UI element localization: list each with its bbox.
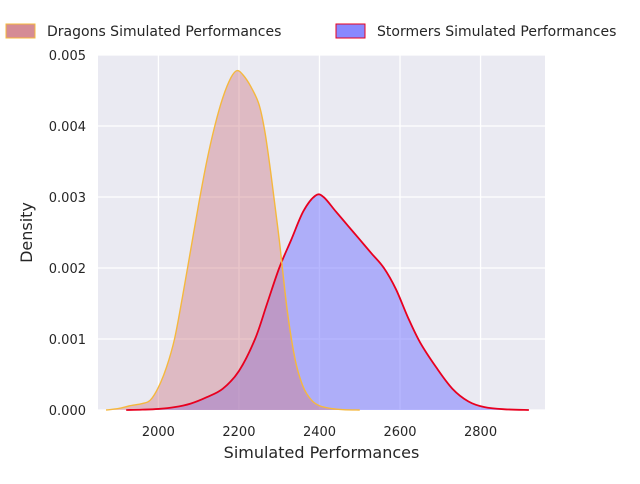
legend-swatch-stormers <box>335 23 366 39</box>
legend-label-dragons: Dragons Simulated Performances <box>47 24 281 40</box>
x-tick-label: 2600 <box>383 425 416 440</box>
y-tick-label: 0.005 <box>49 49 86 64</box>
y-tick-label: 0.003 <box>49 191 86 206</box>
x-tick-label: 2800 <box>464 425 497 440</box>
x-tick-label: 2400 <box>303 425 336 440</box>
legend: Dragons Simulated Performances Stormers … <box>5 23 616 40</box>
x-tick-label: 2000 <box>142 425 175 440</box>
y-tick-label: 0.000 <box>49 404 86 419</box>
y-axis-label: Density <box>17 202 36 263</box>
series-layer <box>105 69 529 411</box>
y-tick-label: 0.002 <box>49 262 86 277</box>
y-tick-label: 0.004 <box>49 120 86 135</box>
axis-ticks: 2000 2200 2400 2600 2800 0.000 0.001 0.002 0.003… <box>49 49 497 440</box>
series-line-1 <box>126 193 529 411</box>
legend-label-stormers: Stormers Simulated Performances <box>377 24 616 40</box>
x-axis-label: Simulated Performances <box>224 443 420 462</box>
y-tick-label: 0.001 <box>49 333 86 348</box>
series-area-0 <box>106 70 360 410</box>
x-tick-label: 2200 <box>222 425 255 440</box>
series-line-0 <box>105 69 360 411</box>
legend-swatch-dragons <box>5 23 36 39</box>
